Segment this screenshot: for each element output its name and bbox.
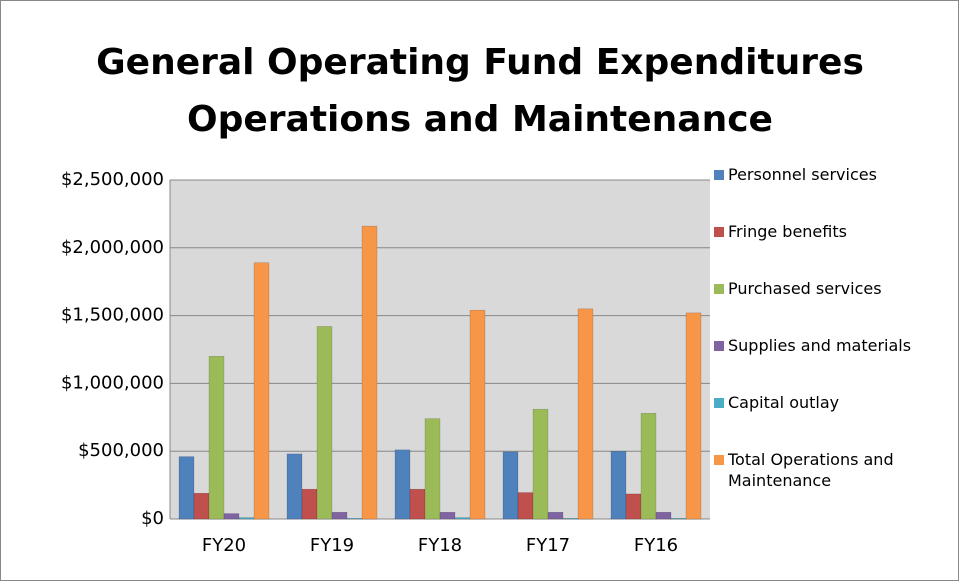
y-tick-label: $0 [141, 508, 164, 529]
bar [331, 511, 348, 520]
bar [610, 450, 627, 520]
chart-title: Operations and Maintenance [187, 99, 773, 140]
legend-label: Purchased services [728, 279, 882, 298]
bar [409, 488, 426, 520]
x-tick-label: FY20 [202, 535, 246, 556]
bar [208, 356, 225, 520]
y-tick-label: $2,500,000 [61, 169, 164, 190]
bar [625, 493, 642, 520]
bar [193, 492, 210, 520]
legend-entry: Supplies and materials [714, 335, 954, 356]
bar [286, 453, 303, 520]
legend-label: Capital outlay [728, 393, 840, 412]
y-tick-label: $2,000,000 [61, 237, 164, 258]
bar [685, 312, 702, 520]
legend-swatch [714, 398, 724, 408]
bar [640, 412, 657, 520]
bar [454, 517, 471, 520]
legend-entry: Capital outlay [714, 392, 954, 413]
x-tick-label: FY18 [418, 535, 462, 556]
legend-entry: Personnel services [714, 164, 954, 185]
legend-label: Supplies and materials [728, 336, 912, 355]
x-tick-label: FY17 [526, 535, 570, 556]
bar [655, 511, 672, 520]
bar [361, 225, 378, 520]
bar [502, 451, 519, 520]
legend-label: Fringe benefits [728, 222, 847, 241]
bar [517, 492, 534, 520]
legend-entry: Total Operations and Maintenance [714, 449, 954, 491]
bar [346, 518, 363, 520]
legend-swatch [714, 341, 724, 351]
legend-swatch [714, 227, 724, 237]
bar [238, 517, 255, 520]
bar [439, 511, 456, 520]
y-tick-label: $1,000,000 [61, 372, 164, 393]
chart-title: General Operating Fund Expenditures [96, 42, 864, 83]
x-tick-label: FY19 [310, 535, 354, 556]
bar [301, 488, 318, 520]
legend-entry: Fringe benefits [714, 221, 954, 242]
legend-swatch [714, 284, 724, 294]
bar [424, 418, 441, 520]
bar [223, 513, 240, 520]
bar [577, 308, 594, 520]
y-tick-label: $1,500,000 [61, 305, 164, 326]
legend-label: Personnel services [728, 165, 877, 184]
legend-entry: Purchased services [714, 278, 954, 299]
bar [547, 511, 564, 520]
y-tick-label: $500,000 [78, 440, 164, 461]
bar [532, 408, 549, 520]
legend-swatch [714, 170, 724, 180]
x-tick-label: FY16 [634, 535, 678, 556]
bar [562, 518, 579, 520]
bar [253, 262, 270, 520]
legend-label: Total Operations and Maintenance [728, 450, 894, 490]
bar [178, 456, 195, 520]
bar [670, 518, 687, 520]
bar [469, 309, 486, 520]
bar [316, 326, 333, 520]
legend-swatch [714, 455, 724, 465]
bar [394, 449, 411, 520]
